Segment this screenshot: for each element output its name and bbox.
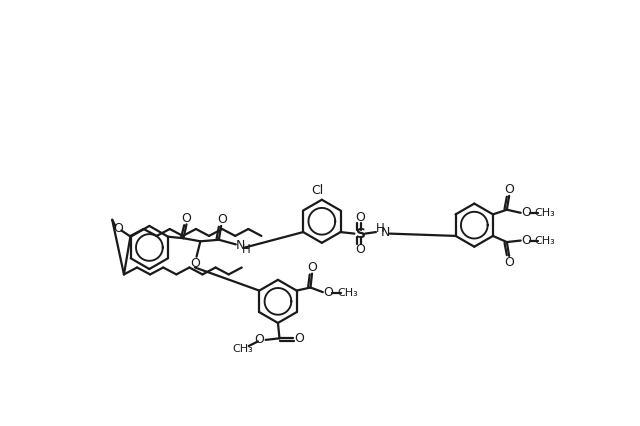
Text: H: H xyxy=(376,222,385,236)
Text: O: O xyxy=(190,257,200,270)
Text: O: O xyxy=(113,222,124,236)
Text: O: O xyxy=(356,211,365,224)
Text: O: O xyxy=(307,261,317,274)
Text: CH₃: CH₃ xyxy=(534,208,555,218)
Text: CH₃: CH₃ xyxy=(232,344,253,354)
Text: O: O xyxy=(356,243,365,256)
Text: O: O xyxy=(521,206,531,219)
Text: O: O xyxy=(217,213,227,226)
Text: N: N xyxy=(236,239,245,252)
Text: O: O xyxy=(294,332,305,345)
Text: N: N xyxy=(381,226,390,239)
Text: CH₃: CH₃ xyxy=(337,288,358,298)
Text: O: O xyxy=(504,183,514,196)
Text: CH₃: CH₃ xyxy=(534,236,555,245)
Text: H: H xyxy=(241,243,250,256)
Text: S: S xyxy=(356,227,365,241)
Text: O: O xyxy=(504,256,514,269)
Text: O: O xyxy=(521,234,531,247)
Text: Cl: Cl xyxy=(311,184,323,197)
Text: O: O xyxy=(182,212,191,225)
Text: O: O xyxy=(323,286,333,299)
Text: O: O xyxy=(255,334,264,346)
